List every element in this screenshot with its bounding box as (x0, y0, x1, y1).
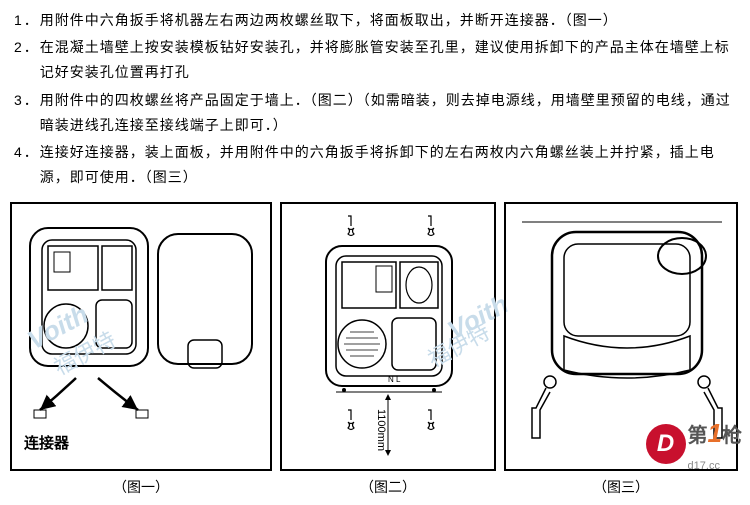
step-number: 1． (14, 8, 40, 33)
logo-text: 第1枪 d17.cc (688, 410, 742, 477)
step-3: 3． 用附件中的四枚螺丝将产品固定于墙上．（图二）（如需暗装，则去掉电源线，用墙… (14, 88, 736, 138)
figure-1-wrapper: Voith 福伊特 连接器 （图一） (10, 202, 272, 500)
step-text: 在混凝土墙壁上按安装模板钻好安装孔，并将膨胀管安装至孔里，建议使用拆卸下的产品主… (40, 35, 736, 85)
step-text: 用附件中六角扳手将机器左右两边两枚螺丝取下，将面板取出，并断开连接器．（图一） (40, 8, 736, 33)
figure-2-wrapper: N L 1100mm Voith 福伊特 （图二） (280, 202, 496, 500)
instructions-list: 1． 用附件中六角扳手将机器左右两边两枚螺丝取下，将面板取出，并断开连接器．（图… (0, 0, 750, 196)
step-number: 2． (14, 35, 40, 85)
connector-label: 连接器 (24, 430, 69, 457)
svg-text:N L: N L (388, 375, 401, 384)
step-number: 4． (14, 140, 40, 190)
figure-3-caption: （图三） (504, 475, 738, 500)
step-2: 2． 在混凝土墙壁上按安装模板钻好安装孔，并将膨胀管安装至孔里，建议使用拆卸下的… (14, 35, 736, 85)
figure-2-box: N L 1100mm Voith 福伊特 (280, 202, 496, 471)
logo-main: 第1枪 (688, 410, 742, 457)
step-1: 1． 用附件中六角扳手将机器左右两边两枚螺丝取下，将面板取出，并断开连接器．（图… (14, 8, 736, 33)
step-4: 4． 连接好连接器，装上面板，并用附件中的六角扳手将拆卸下的左右两枚内六角螺丝装… (14, 140, 736, 190)
figure-1-diagram (18, 210, 264, 430)
dimension-label: 1100mm (370, 409, 390, 451)
step-text: 连接好连接器，装上面板，并用附件中的六角扳手将拆卸下的左右两枚内六角螺丝装上并拧… (40, 140, 736, 190)
site-logo: D 第1枪 d17.cc (646, 410, 742, 477)
figure-2-caption: （图二） (280, 475, 496, 500)
figure-1-caption: （图一） (10, 475, 272, 500)
step-number: 3． (14, 88, 40, 138)
figures-row: Voith 福伊特 连接器 （图一） (0, 202, 750, 500)
figure-1-box: Voith 福伊特 连接器 (10, 202, 272, 471)
logo-d-icon: D (646, 424, 686, 464)
step-text: 用附件中的四枚螺丝将产品固定于墙上．（图二）（如需暗装，则去掉电源线，用墙壁里预… (40, 88, 736, 138)
logo-url: d17.cc (688, 457, 742, 477)
